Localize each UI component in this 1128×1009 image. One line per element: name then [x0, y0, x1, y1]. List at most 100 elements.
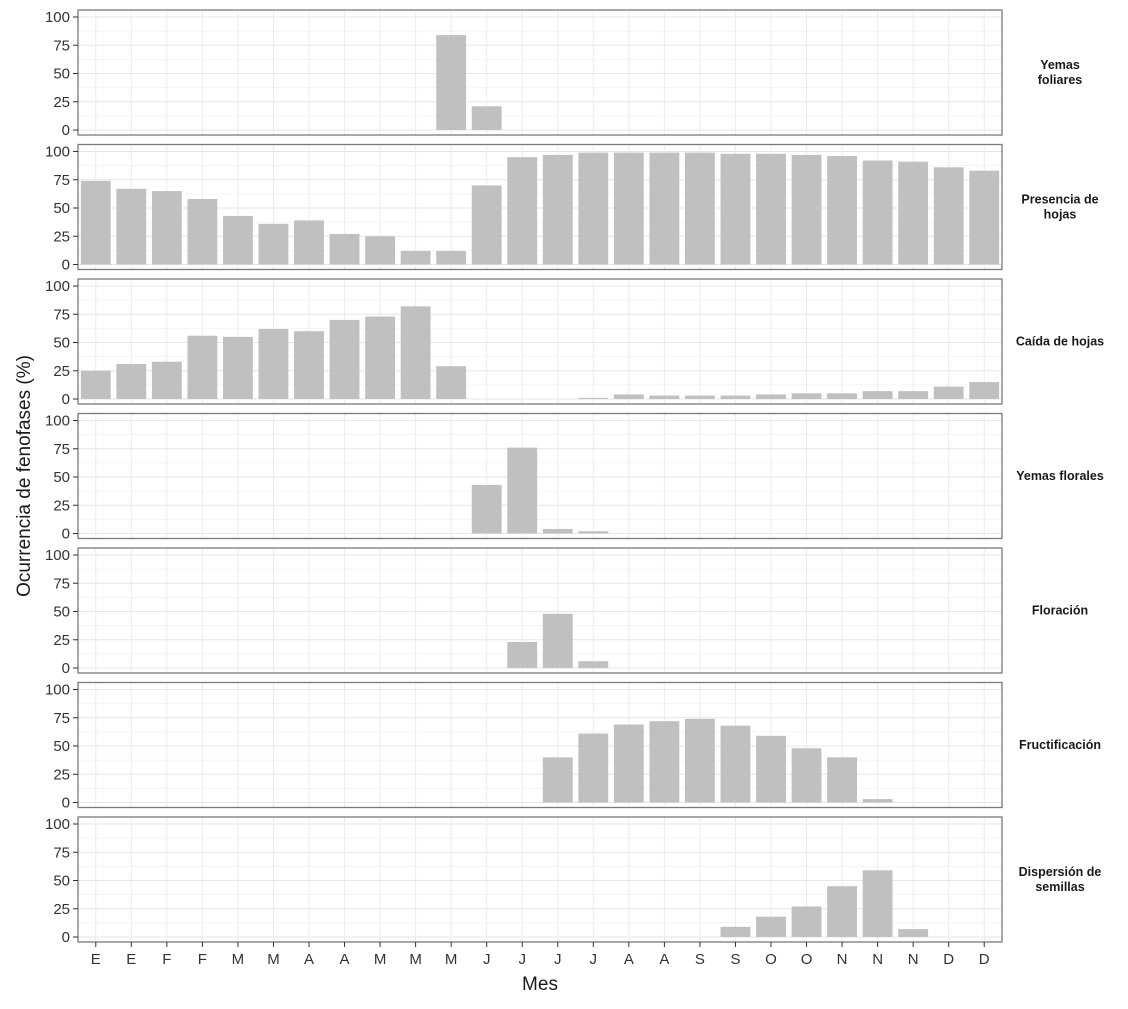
y-tick-label: 25	[53, 94, 70, 111]
x-tick-label: F	[198, 951, 207, 968]
bar	[329, 233, 360, 265]
bar	[578, 733, 609, 803]
y-tick-label: 50	[53, 604, 70, 621]
bar	[756, 916, 786, 937]
y-tick-label: 100	[45, 816, 70, 833]
bar	[80, 180, 111, 265]
y-tick-label: 50	[53, 66, 70, 83]
x-tick-label: J	[554, 951, 562, 968]
y-tick-label: 75	[53, 172, 70, 189]
y-tick-label: 50	[53, 335, 70, 352]
x-tick-label: D	[979, 951, 990, 968]
bar	[649, 721, 680, 803]
panel-strip-label: foliares	[1038, 73, 1083, 87]
bar	[862, 799, 893, 803]
bar	[969, 170, 1000, 265]
bar	[684, 395, 715, 399]
bar	[933, 386, 964, 399]
y-tick-label: 0	[62, 122, 70, 139]
bar	[898, 929, 929, 937]
x-tick-label: M	[409, 951, 422, 968]
bar	[400, 306, 431, 399]
bar	[791, 154, 822, 265]
bar	[151, 191, 182, 265]
bar	[613, 394, 644, 399]
y-tick-label: 25	[53, 632, 70, 649]
x-tick-label: E	[126, 951, 136, 968]
bar	[791, 393, 822, 399]
x-tick-label: J	[518, 951, 526, 968]
bar	[613, 724, 644, 803]
panel-strip-label: Dispersión de	[1019, 865, 1102, 879]
bar	[116, 363, 147, 399]
bar	[720, 153, 751, 265]
bar	[542, 613, 573, 668]
bar	[116, 188, 147, 265]
y-tick-label: 50	[53, 469, 70, 486]
bar	[365, 236, 396, 265]
x-tick-label: S	[695, 951, 705, 968]
x-tick-label: O	[801, 951, 813, 968]
panel-border	[77, 681, 1003, 809]
bar	[80, 370, 111, 399]
y-tick-label: 0	[62, 660, 70, 677]
y-tick-label: 75	[53, 441, 70, 458]
bar	[294, 220, 324, 265]
panel-border	[77, 9, 1003, 136]
panel-6: 0 25 50 75 100 Fructificación	[45, 682, 1101, 812]
x-tick-label: A	[340, 951, 350, 968]
panel-strip-label: Yemas florales	[1016, 469, 1104, 483]
bar	[400, 250, 431, 265]
bar	[222, 336, 253, 399]
panel-3: 0 25 50 75 100 Caída de hojas	[45, 278, 1104, 408]
y-tick-label: 50	[53, 873, 70, 890]
bar	[649, 152, 680, 265]
bar	[684, 152, 715, 265]
x-axis-title: Mes	[522, 974, 558, 995]
bar	[258, 328, 289, 399]
bar	[720, 926, 751, 937]
bar	[827, 886, 858, 937]
bar	[827, 156, 858, 265]
y-tick-label: 100	[45, 413, 70, 430]
bar	[578, 661, 609, 668]
panel-strip-label: Caída de hojas	[1016, 335, 1104, 349]
bar	[862, 391, 893, 399]
bar	[720, 395, 751, 399]
panel-border	[77, 278, 1003, 405]
bar	[507, 642, 538, 668]
y-tick-label: 0	[62, 795, 70, 812]
panel-strip-label: semillas	[1035, 880, 1084, 894]
panel-5: 0 25 50 75 100 Floración	[45, 547, 1088, 677]
bar	[187, 335, 218, 399]
bar	[258, 223, 289, 265]
y-tick-label: 100	[45, 144, 70, 161]
panel-border	[77, 547, 1003, 674]
bar	[542, 757, 573, 803]
x-tick-label: N	[908, 951, 919, 968]
panel-strip-label: Yemas	[1040, 58, 1080, 72]
y-tick-label: 25	[53, 497, 70, 514]
bar	[898, 161, 929, 265]
y-tick-label: 75	[53, 37, 70, 54]
panel-border	[77, 412, 1003, 540]
x-tick-label: M	[374, 951, 387, 968]
bar	[791, 906, 822, 937]
y-tick-label: 25	[53, 228, 70, 245]
panel-strip-label: Presencia de	[1021, 193, 1098, 207]
panel-strip-label: Fructificación	[1019, 738, 1101, 752]
panel-strip-label: hojas	[1044, 208, 1077, 222]
bar	[294, 331, 324, 399]
x-tick-label: J	[590, 951, 598, 968]
bar	[613, 152, 644, 265]
y-tick-label: 25	[53, 901, 70, 918]
bar	[862, 160, 893, 265]
panel-border	[77, 143, 1003, 271]
x-tick-label: A	[304, 951, 314, 968]
y-tick-label: 75	[53, 575, 70, 592]
bar	[827, 393, 858, 399]
x-tick-label: J	[483, 951, 491, 968]
x-tick-label: M	[445, 951, 458, 968]
